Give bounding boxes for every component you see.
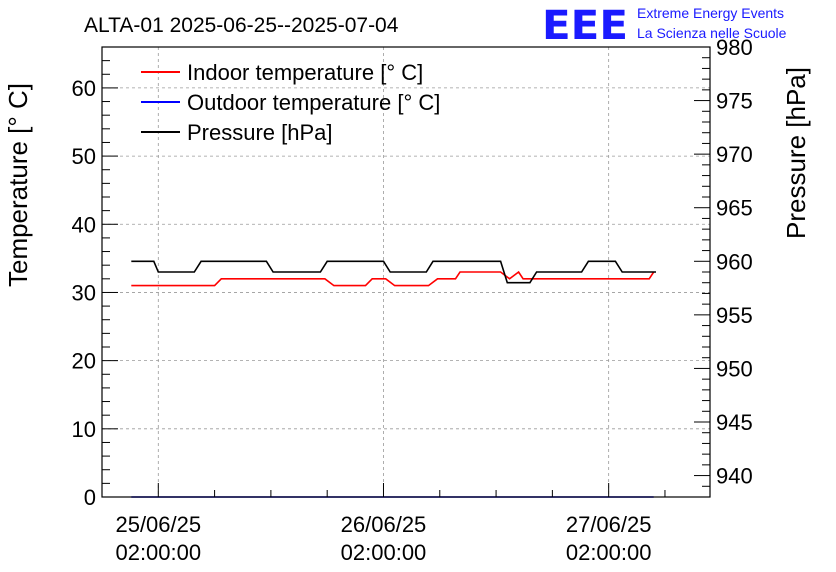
logo-eee-text: EEE	[542, 3, 628, 49]
y2-tick-label: 955	[716, 303, 753, 328]
y2-tick-label: 980	[716, 35, 753, 60]
y2-tick-label: 960	[716, 249, 753, 274]
y2-axis-label: Pressure [hPa]	[781, 67, 811, 239]
y-tick-label: 20	[72, 349, 96, 374]
axes: 0 10 20 30 40 50 60 940 945 950 955 960 965 970 975 980…	[72, 35, 753, 565]
legend-label-1: Indoor temperature [° C]	[187, 60, 423, 85]
y-tick-label: 30	[72, 280, 96, 305]
y-tick-label: 0	[84, 485, 96, 510]
logo-line-1: Extreme Energy Events	[637, 5, 784, 21]
y-tick-label: 10	[72, 417, 96, 442]
legend: Indoor temperature [° C] Outdoor temperat…	[141, 60, 440, 145]
series-layer	[131, 260, 656, 498]
y2-tick-label: 940	[716, 464, 753, 489]
y2-tick-label: 970	[716, 142, 753, 167]
x-tick-label: 02:00:00	[566, 540, 652, 565]
series-line-3	[131, 260, 656, 284]
x-tick-label: 25/06/25	[115, 512, 201, 537]
y2-tick-label: 945	[716, 410, 753, 435]
y2-tick-label: 950	[716, 356, 753, 381]
x-tick-label: 02:00:00	[115, 540, 201, 565]
y-tick-label: 40	[72, 212, 96, 237]
y-axis-label: Temperature [° C]	[3, 83, 33, 287]
eee-logo: EEE Extreme Energy Events La Scienza nel…	[542, 3, 787, 49]
legend-label-3: Pressure [hPa]	[187, 120, 333, 145]
x-tick-label: 26/06/25	[341, 512, 427, 537]
y2-tick-label: 975	[716, 89, 753, 114]
x-tick-label: 27/06/25	[566, 512, 652, 537]
legend-label-2: Outdoor temperature [° C]	[187, 90, 440, 115]
chart-title: ALTA-01 2025-06-25--2025-07-04	[84, 14, 399, 37]
logo-line-2: La Scienza nelle Scuole	[637, 25, 787, 41]
x-tick-label: 02:00:00	[341, 540, 427, 565]
y2-tick-label: 965	[716, 196, 753, 221]
y-tick-label: 60	[72, 76, 96, 101]
series-line-1	[131, 270, 655, 287]
y-tick-label: 50	[72, 144, 96, 169]
